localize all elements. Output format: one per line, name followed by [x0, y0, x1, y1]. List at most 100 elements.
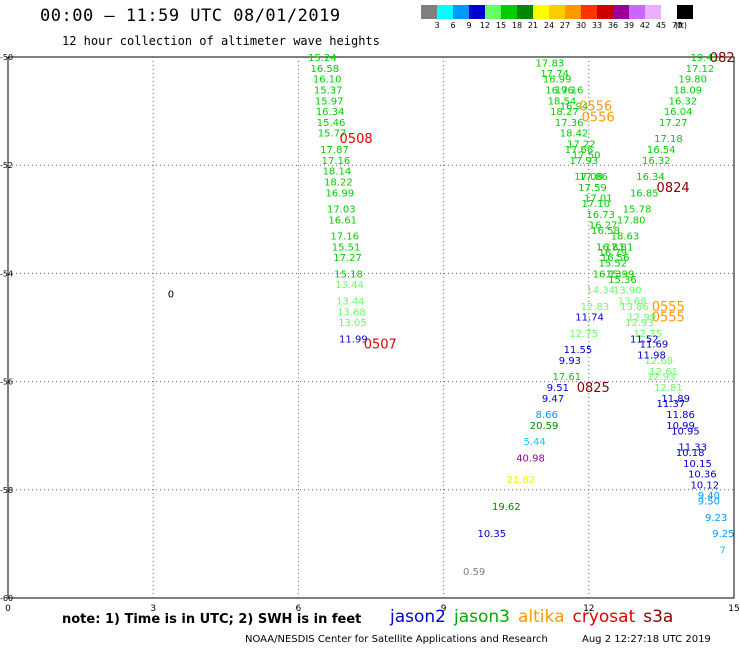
legend-labels: 3 6 9 12 15 18 21 24 27 30 33 36 39 42 45 70 (ft)	[421, 19, 740, 31]
swh-value: 18.42	[560, 129, 589, 140]
swh-value: 9.51	[547, 383, 569, 394]
swh-value: 16.34	[316, 107, 345, 118]
swh-value: 15.51	[332, 242, 361, 253]
swh-value: 15.52	[598, 259, 627, 270]
swh-value: 14.34	[586, 286, 615, 297]
mission-cryosat: cryosat	[572, 607, 636, 627]
swh-value: 11.33	[678, 443, 707, 454]
swh-value: 16.54	[647, 145, 676, 156]
swh-value: 17.16	[330, 232, 359, 243]
swh-value: 10.35	[477, 529, 506, 540]
swh-value: 16.32	[669, 96, 698, 107]
swh-value: 16.56	[601, 253, 630, 264]
swh-value: 0.59	[463, 567, 485, 578]
swh-value: 12.68	[644, 356, 673, 367]
legend-swatches	[421, 5, 740, 19]
swh-value: 17.12	[686, 64, 715, 75]
legend-label: 42	[639, 21, 651, 30]
swh-value: 16.10	[313, 75, 342, 86]
swh-value: 17.86	[579, 172, 608, 183]
y-tick-label: -60	[0, 594, 13, 603]
swh-value: 17.22	[567, 140, 596, 151]
x-tick-label: 6	[296, 604, 302, 614]
legend-swatch	[453, 5, 469, 19]
legend-swatch	[501, 5, 517, 19]
legend-swatch	[629, 5, 645, 19]
swh-value: 10.95	[671, 426, 700, 437]
legend-label: 6	[450, 21, 456, 30]
swh-value: 10.99	[666, 421, 695, 432]
swh-value: 10.12	[690, 480, 719, 491]
swh-value: 13.44	[336, 296, 365, 307]
swh-value: 9.93	[559, 356, 581, 367]
swh-value: 21.62	[507, 475, 536, 486]
swh-value: 15.18	[334, 269, 363, 280]
swh-value: 11.52	[630, 334, 659, 345]
y-tick-label: -56	[0, 378, 13, 387]
swh-value: 11.86	[666, 410, 695, 421]
swh-value: 12.81	[654, 383, 683, 394]
swh-value: 11.55	[564, 345, 593, 356]
swh-value: 12.83	[581, 302, 610, 313]
swh-value: 12.99	[628, 313, 657, 324]
legend-swatch	[661, 5, 677, 19]
swh-value: 17.61	[553, 372, 582, 383]
legend-label: 33	[591, 21, 603, 30]
legend-label: 18	[511, 21, 523, 30]
swh-value: 11.89	[661, 394, 690, 405]
mission-altika: altika	[518, 607, 565, 627]
swh-value: 17.80	[617, 215, 646, 226]
swh-value: 17.16	[322, 156, 351, 167]
pass-time-label: 0556	[579, 100, 612, 115]
swh-value: 15.36	[608, 275, 637, 286]
swh-value: 9.23	[705, 513, 727, 524]
swh-value: 15.37	[314, 85, 343, 96]
swh-value: 15.24	[308, 53, 337, 64]
legend-swatch	[549, 5, 565, 19]
pass-time-label: 0508	[340, 132, 373, 147]
swh-value: 16.85	[630, 188, 659, 199]
swh-value: 9.25	[712, 529, 734, 540]
swh-value: 17.36	[555, 118, 584, 129]
pass-time-label: 0555	[652, 300, 685, 315]
swh-value: 18.14	[323, 167, 352, 178]
credit-text: NOAA/NESDIS Center for Satellite Applica…	[245, 634, 548, 645]
y-tick-label: -54	[0, 269, 13, 278]
swh-value: 19.41	[690, 53, 719, 64]
swh-value: 16.79	[598, 248, 627, 259]
y-tick-label: -58	[0, 486, 13, 495]
color-legend: 3 6 9 12 15 18 21 24 27 30 33 36 39 42 45 70 (ft)	[421, 5, 740, 31]
swh-value: 16.61	[328, 215, 357, 226]
swh-value: 16.94	[560, 102, 589, 113]
legend-swatch	[517, 5, 533, 19]
swh-value: 17.83	[536, 58, 565, 69]
swh-value: 16.73	[586, 210, 615, 221]
legend-swatch	[437, 5, 453, 19]
swh-value: 11.74	[575, 313, 604, 324]
swh-value: 11.98	[637, 351, 666, 362]
swh-value: 16.96	[545, 85, 574, 96]
swh-value: 7	[719, 545, 725, 556]
swh-value: 19.62	[492, 502, 521, 513]
swh-value: 18.63	[611, 232, 640, 243]
swh-value: 13.44	[335, 280, 364, 291]
legend-label: 45	[655, 21, 667, 30]
legend-label: 21	[527, 21, 539, 30]
swh-value: 16.58	[311, 64, 340, 75]
swh-value: 17.50	[572, 150, 601, 161]
swh-value: 13.68	[337, 307, 366, 318]
swh-value: 16.99	[543, 75, 572, 86]
swh-value: 19.80	[678, 75, 707, 86]
swh-value: 17.08	[574, 172, 603, 183]
legend-label: 9	[466, 21, 472, 30]
legend-swatch	[597, 5, 613, 19]
swh-value: 9.40	[698, 491, 720, 502]
credit-date: Aug 2 12:27:18 UTC 2019	[582, 634, 711, 645]
legend-label: 70	[671, 21, 683, 30]
x-tick-label: 12	[583, 604, 594, 614]
swh-value: 17.18	[654, 134, 683, 145]
legend-swatch	[613, 5, 629, 19]
swh-value: 17.27	[659, 118, 688, 129]
swh-value: 17.87	[320, 145, 349, 156]
